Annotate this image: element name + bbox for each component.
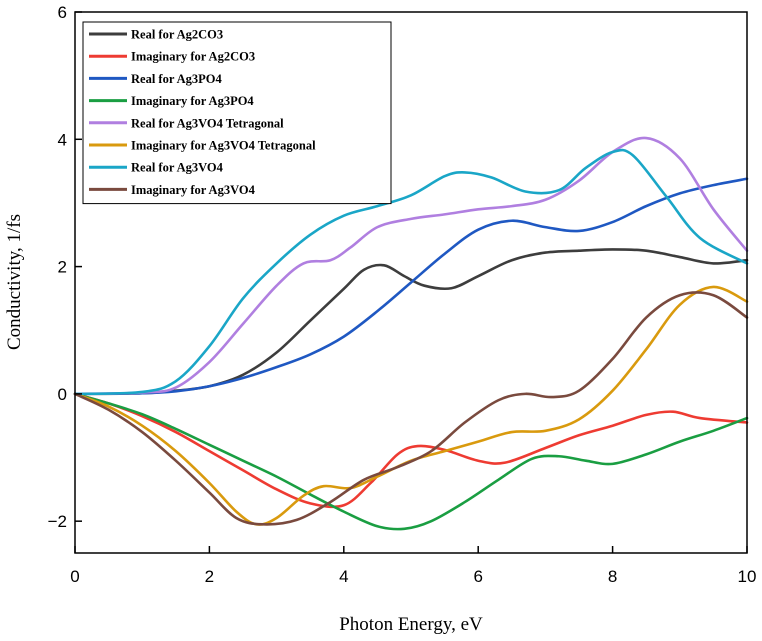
x-tick-label: 10 [738,567,757,586]
x-axis-title: Photon Energy, eV [339,614,483,635]
y-tick-label: 2 [58,258,67,277]
x-tick-label: 2 [205,567,214,586]
y-tick-label: 6 [58,3,67,22]
legend-box [82,21,392,205]
legend-label-0: Real for Ag2CO3 [131,28,223,42]
series-line-3 [73,392,749,531]
legend-label-4: Real for Ag3VO4 Tetragonal [131,116,284,130]
series-line-2 [73,177,749,396]
series-line-1 [73,392,749,509]
ticks-layer: 0 2 4 6 8 10 −2 0 2 4 6 [48,3,757,586]
x-tick-label: 0 [70,567,79,586]
legend-label-1: Imaginary for Ag2CO3 [131,50,255,64]
plot-frame [74,11,748,554]
y-tick-label: 0 [58,385,67,404]
series-line-5 [73,285,749,526]
legend-label-5: Imaginary for Ag3VO4 Tetragonal [131,139,316,153]
x-tick-label: 8 [608,567,617,586]
legend-label-3: Imaginary for Ag3PO4 [131,94,254,108]
series-layer [73,136,749,531]
y-axis-title: Conductivity, 1/fs [4,214,25,350]
series-line-6 [73,148,749,396]
series-line-4 [73,136,749,396]
y-tick-label: 4 [58,130,67,149]
x-tick-label: 6 [473,567,482,586]
series-line-7 [73,291,749,526]
legend-label-6: Real for Ag3VO4 [131,161,224,175]
legend: Real for Ag2CO3 Imaginary for Ag2CO3 Real … [82,21,392,205]
legend-label-7: Imaginary for Ag3VO4 [131,183,256,197]
legend-label-2: Real for Ag3PO4 [131,72,222,86]
x-tick-label: 4 [339,567,348,586]
y-tick-label: −2 [48,512,67,531]
